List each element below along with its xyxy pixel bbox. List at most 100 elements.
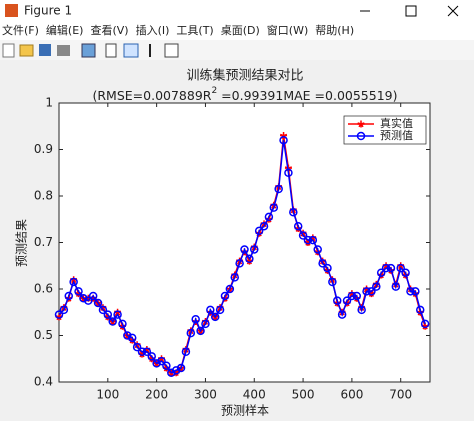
y-tick-label: 0.5: [34, 328, 53, 342]
circle-marker: [191, 314, 200, 324]
legend-label: 预测值: [380, 129, 413, 142]
circle-marker: [284, 168, 293, 177]
circle-marker: [313, 245, 322, 254]
property-icon[interactable]: [164, 43, 179, 58]
menu-item[interactable]: 窗口(W): [267, 23, 308, 37]
menu-item[interactable]: 帮助(H): [315, 23, 354, 37]
x-tick-label: 300: [194, 388, 217, 402]
circle-marker: [396, 263, 405, 273]
print-icon[interactable]: [57, 45, 70, 56]
circle-marker: [181, 347, 191, 357]
circle-marker: [88, 291, 98, 301]
menu-item[interactable]: 工具(T): [176, 24, 213, 37]
menu-item[interactable]: 插入(I): [136, 23, 170, 37]
star-marker: [211, 313, 219, 321]
y-tick-label: 0.8: [34, 189, 53, 203]
x-axis-label: 预测样本: [221, 403, 269, 418]
circle-marker: [123, 331, 132, 340]
circle-marker: [210, 312, 220, 322]
y-tick-label: 0.6: [34, 282, 53, 296]
circle-marker: [401, 268, 410, 277]
circle-marker: [337, 310, 347, 319]
circle-marker: [137, 347, 147, 357]
open-icon[interactable]: [19, 44, 34, 57]
circle-marker: [196, 326, 205, 336]
chart-subtitle: (RMSE=0.007889R2 =0.99391MAE =0.0055519): [92, 86, 397, 103]
y-tick-label: 0.4: [34, 375, 53, 389]
star-marker: [357, 120, 365, 128]
circle-marker: [274, 184, 283, 194]
circle-marker: [69, 277, 78, 287]
axes-box: [58, 102, 431, 383]
circle-marker: [411, 287, 420, 296]
circle-marker: [356, 131, 366, 141]
circle-marker: [308, 235, 318, 245]
circle-marker: [59, 305, 69, 315]
circle-marker: [362, 287, 371, 296]
circle-marker: [167, 368, 176, 377]
circle-marker: [215, 305, 225, 315]
circle-marker: [323, 263, 332, 273]
circle-marker: [298, 231, 308, 240]
menu-bar: [0, 22, 474, 40]
circle-marker: [186, 328, 196, 338]
app-icon: [5, 4, 18, 17]
circle-marker: [328, 277, 337, 287]
legend-label: 真实值: [380, 116, 413, 130]
circle-marker: [352, 291, 362, 301]
menu-item[interactable]: 文件(F): [2, 23, 39, 37]
circle-marker: [108, 317, 117, 326]
close-button[interactable]: [447, 5, 459, 17]
circle-marker: [264, 212, 274, 222]
legend-box: [343, 115, 427, 145]
circle-marker: [152, 359, 161, 368]
circle-marker: [269, 203, 279, 212]
x-tick-label: 500: [292, 388, 315, 402]
circle-marker: [245, 254, 254, 264]
circle-marker: [54, 310, 64, 319]
x-tick-label: 700: [389, 388, 412, 402]
y-tick-label: 0.9: [34, 142, 53, 156]
circle-marker: [230, 273, 239, 282]
circle-marker: [162, 361, 171, 370]
new-icon[interactable]: [2, 43, 15, 58]
save-icon[interactable]: [39, 44, 51, 56]
x-tick-label: 100: [96, 388, 119, 402]
subtitle-part: (RMSE=0.007889R: [92, 88, 211, 103]
colorbar-icon[interactable]: [105, 43, 117, 58]
circle-marker: [406, 287, 415, 296]
circle-marker: [391, 282, 401, 291]
menu-item[interactable]: 桌面(D): [221, 24, 260, 37]
link-icon[interactable]: [81, 43, 96, 58]
circle-marker: [333, 296, 342, 305]
circle-marker: [176, 363, 186, 373]
cursor-icon[interactable]: [149, 44, 151, 57]
star-marker: [109, 318, 117, 326]
circle-marker: [372, 282, 381, 291]
circle-marker: [84, 296, 93, 305]
circle-marker: [127, 333, 137, 343]
menu-item[interactable]: 编辑(E): [46, 23, 84, 37]
circle-marker: [250, 245, 259, 254]
circle-marker: [347, 291, 357, 301]
circle-marker: [415, 305, 425, 315]
circle-marker: [303, 235, 313, 245]
circle-marker: [118, 319, 127, 329]
subtitle-part: =0.99391MAE =0.0055519): [217, 88, 397, 103]
maximize-button[interactable]: [405, 5, 417, 17]
circle-marker: [381, 263, 391, 273]
circle-marker: [132, 342, 142, 352]
menu-item[interactable]: 查看(V): [90, 23, 128, 37]
circle-marker: [376, 268, 386, 277]
circle-marker: [357, 305, 366, 315]
circle-marker: [220, 291, 230, 301]
circle-marker: [93, 298, 103, 308]
circle-marker: [98, 305, 108, 315]
subtitle-superscript: 2: [211, 86, 217, 96]
circle-marker: [225, 284, 235, 294]
legend-icon[interactable]: [123, 43, 139, 58]
series-line: [58, 140, 426, 374]
x-tick-label: 200: [145, 388, 168, 402]
circle-marker: [157, 356, 166, 366]
